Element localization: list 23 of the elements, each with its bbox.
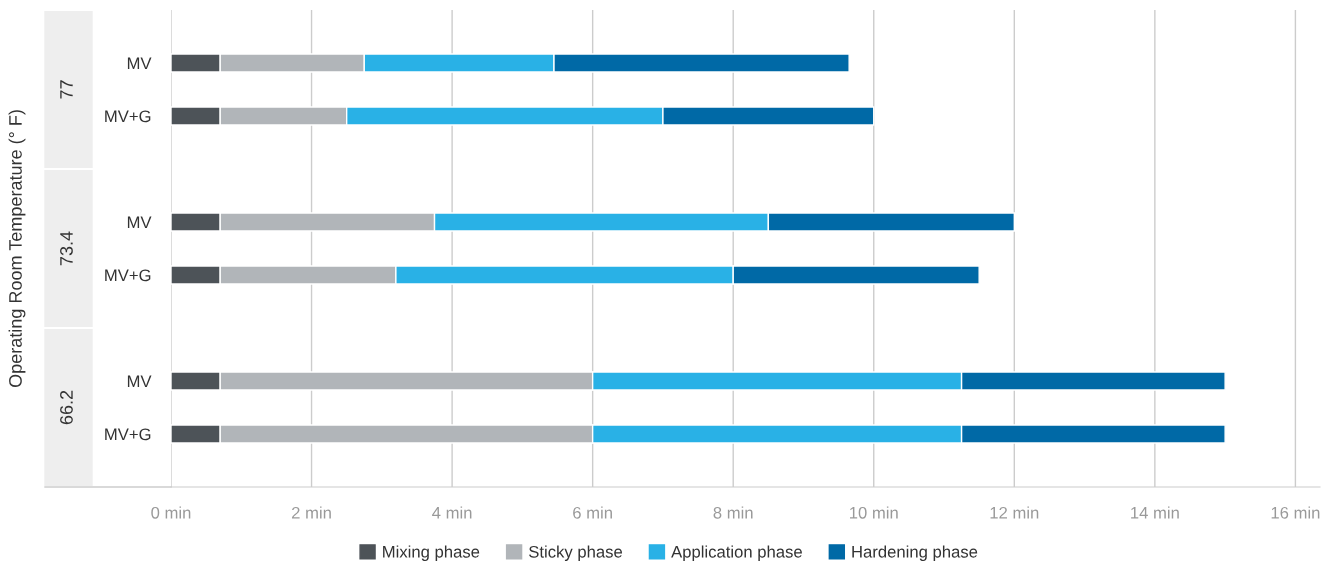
x-tick-label: 2 min <box>292 506 331 519</box>
y-tick-label: MV <box>127 375 152 388</box>
x-tick-label: 0 min <box>151 506 191 519</box>
x-tick-label: 16 min <box>1271 506 1320 519</box>
text: 66.2 <box>60 390 73 425</box>
legend-label: Hardening phase <box>852 545 978 561</box>
y-tick-label: MV+G <box>105 269 151 282</box>
y-tick-label: MV <box>127 216 152 229</box>
text: 77 <box>60 80 73 99</box>
text: 73.4 <box>60 231 73 266</box>
y-tick-label: MV+G <box>105 428 151 441</box>
x-tick-label: 4 min <box>432 506 472 519</box>
x-tick-label: 6 min <box>573 506 612 519</box>
x-tick-label: 12 min <box>990 506 1039 519</box>
legend-label: Sticky phase <box>529 545 623 561</box>
x-tick-label: 14 min <box>1131 506 1179 519</box>
x-tick-label: 10 min <box>850 506 898 519</box>
y-tick-label: MV <box>127 57 152 70</box>
y-axis-title: Operating Room Temperature (° F) <box>8 110 26 388</box>
legend-label: Application phase <box>671 545 802 561</box>
y-tick-label: MV+G <box>105 110 151 123</box>
legend-label: Mixing phase <box>383 545 480 561</box>
x-tick-label: 8 min <box>713 506 753 519</box>
